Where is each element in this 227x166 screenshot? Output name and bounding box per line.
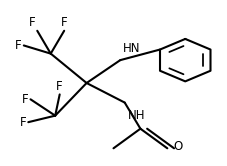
Text: F: F <box>61 16 67 29</box>
Text: HN: HN <box>123 42 140 55</box>
Text: NH: NH <box>128 109 146 122</box>
Text: O: O <box>173 140 182 153</box>
Text: F: F <box>56 80 63 93</box>
Text: F: F <box>20 116 26 129</box>
Text: F: F <box>15 39 22 52</box>
Text: F: F <box>28 16 35 29</box>
Text: F: F <box>22 93 28 106</box>
